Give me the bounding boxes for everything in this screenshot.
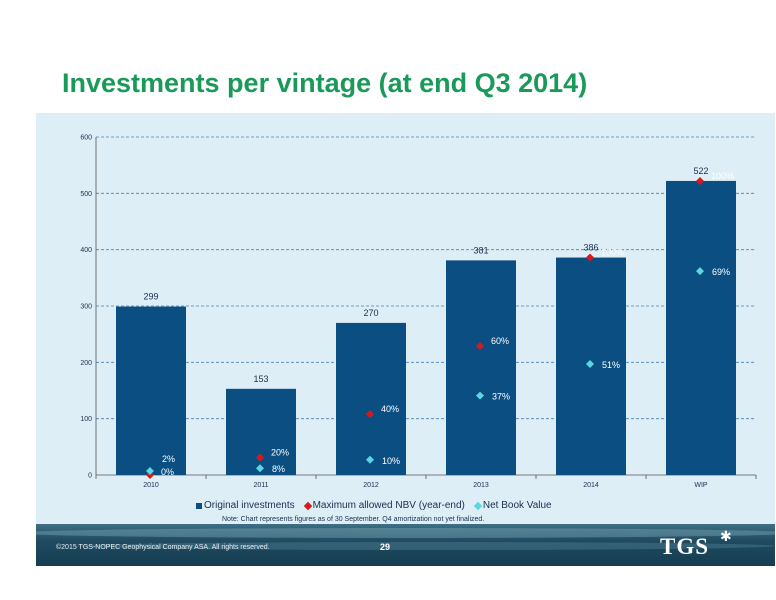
bar-value-label: 522 <box>693 166 708 176</box>
nbv-marker <box>146 467 154 476</box>
nbv-label: 2% <box>162 454 175 464</box>
y-tick-label: 300 <box>80 304 92 311</box>
max-nbv-label: 100% <box>601 248 624 258</box>
chart-note: Note: Chart represents figures as of 30 … <box>222 516 485 523</box>
y-tick-label: 0 <box>88 473 92 480</box>
y-tick-label: 400 <box>80 247 92 254</box>
bar-value-label: 270 <box>363 308 378 318</box>
bar <box>666 180 736 475</box>
max-nbv-label: 40% <box>381 404 399 414</box>
nbv-label: 37% <box>492 392 510 402</box>
nbv-label: 69% <box>712 267 730 277</box>
x-tick-label: 2011 <box>253 482 268 489</box>
bar-value-label: 153 <box>253 374 268 384</box>
footer-wave <box>36 528 775 538</box>
bar <box>116 306 186 475</box>
y-tick-label: 500 <box>80 191 92 198</box>
company-logo: TGS <box>660 534 710 559</box>
legend-label-original-investments: Original investments <box>204 500 295 511</box>
bar-value-label: 386 <box>583 243 598 253</box>
page-number: 29 <box>380 542 391 552</box>
nbv-marker <box>366 455 374 464</box>
nbv-marker <box>696 267 704 276</box>
y-tick-label: 600 <box>80 135 92 142</box>
legend-cyan-diamond-swatch <box>473 501 483 510</box>
x-tick-label: 2010 <box>143 482 159 489</box>
legend-item-net-book-value: Net Book Value <box>473 500 552 511</box>
bar-value-label: 381 <box>473 245 488 255</box>
bar <box>226 388 296 475</box>
slide-title: Investments per vintage (at end Q3 2014) <box>62 68 588 98</box>
max-nbv-marker <box>476 341 484 350</box>
legend-label-net-book-value: Net Book Value <box>482 500 552 511</box>
max-nbv-marker <box>256 453 264 462</box>
max-nbv-label: 100% <box>711 171 734 181</box>
x-tick-label: WIP <box>694 482 708 489</box>
bar <box>446 260 516 475</box>
x-tick-label: 2012 <box>363 482 379 489</box>
footer-wave <box>76 542 775 550</box>
legend-item-original-investments: Original investments <box>196 500 295 511</box>
bar <box>336 322 406 475</box>
max-nbv-label: 60% <box>491 336 509 346</box>
chart-legend: Original investments Maximum allowed NBV… <box>196 500 552 511</box>
x-tick-label: 2014 <box>583 482 599 489</box>
x-tick-label: 2013 <box>473 482 489 489</box>
y-tick-label: 200 <box>80 360 92 367</box>
max-nbv-label: 20% <box>271 448 289 458</box>
max-nbv-marker <box>696 176 704 185</box>
y-tick-label: 100 <box>80 416 92 423</box>
nbv-marker <box>476 391 484 400</box>
bar-value-label: 299 <box>143 292 158 302</box>
copyright-text: ©2015 TGS-NOPEC Geophysical Company ASA.… <box>56 544 270 551</box>
investments-chart: 0 100 200 300 400 500 600 299 153 270 381 386 522 201… <box>80 135 757 489</box>
max-nbv-marker <box>586 253 594 262</box>
nbv-label: 10% <box>382 456 400 466</box>
footer-banner: ©2015 TGS-NOPEC Geophysical Company ASA.… <box>36 524 775 566</box>
max-nbv-label: 0% <box>161 467 174 477</box>
nbv-label: 8% <box>272 464 285 474</box>
legend-red-diamond-swatch <box>303 501 312 510</box>
logo-star-icon: ✱ <box>720 528 732 544</box>
max-nbv-marker <box>366 410 374 419</box>
legend-item-max-nbv: Maximum allowed NBV (year-end) <box>303 500 465 511</box>
legend-label-max-nbv: Maximum allowed NBV (year-end) <box>312 500 465 511</box>
nbv-marker <box>586 360 594 369</box>
nbv-marker <box>256 464 264 473</box>
nbv-label: 51% <box>602 360 620 370</box>
chart-panel: 0 100 200 300 400 500 600 299 153 270 381 386 522 201… <box>36 113 775 528</box>
legend-bar-swatch <box>196 502 202 509</box>
